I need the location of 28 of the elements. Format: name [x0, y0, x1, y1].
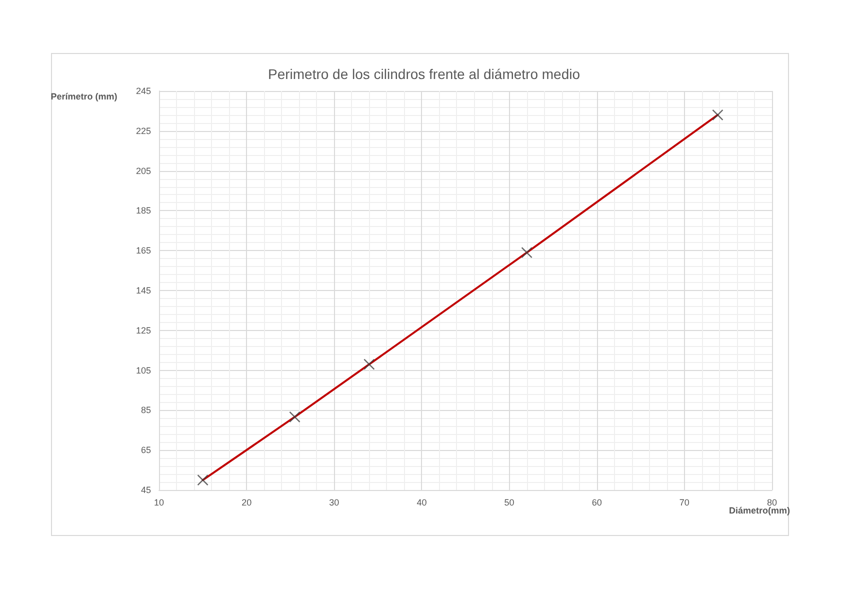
y-tick-label: 145 — [136, 286, 151, 296]
y-tick-label: 245 — [136, 86, 151, 96]
point — [521, 246, 532, 258]
x-tick-label: 40 — [416, 498, 427, 508]
y-tick-label: 185 — [136, 206, 151, 216]
y-tick-label: 65 — [140, 445, 151, 456]
x-tick-label: 30 — [329, 498, 340, 508]
y-tick-label: 225 — [136, 126, 151, 136]
point — [364, 358, 375, 370]
x-tick-label: 50 — [504, 498, 514, 508]
point — [289, 411, 300, 423]
y-tick-label: 205 — [136, 166, 151, 176]
y-tick-label: 165 — [136, 246, 151, 256]
line-series — [202, 114, 719, 482]
x-tick-label: 60 — [592, 498, 602, 508]
y-axis-title: Perímetro (mm) — [50, 92, 118, 102]
y-tick-label: 45 — [140, 485, 151, 495]
chart-title: Perimetro de los cilindros frente al diámetro medio — [268, 66, 580, 82]
x-axis-title: Diámetro(mm) — [728, 506, 790, 516]
x-tick-label: 20 — [242, 498, 252, 508]
y-tick-label: 105 — [136, 365, 151, 376]
x-tick-label: 80 — [766, 498, 778, 508]
y-tick-label: 85 — [140, 405, 151, 416]
y-tick-label: 125 — [136, 325, 151, 336]
point — [712, 109, 724, 121]
point — [197, 474, 208, 486]
x-tick-label: 70 — [679, 498, 690, 508]
x-tick-label: 10 — [154, 498, 164, 508]
